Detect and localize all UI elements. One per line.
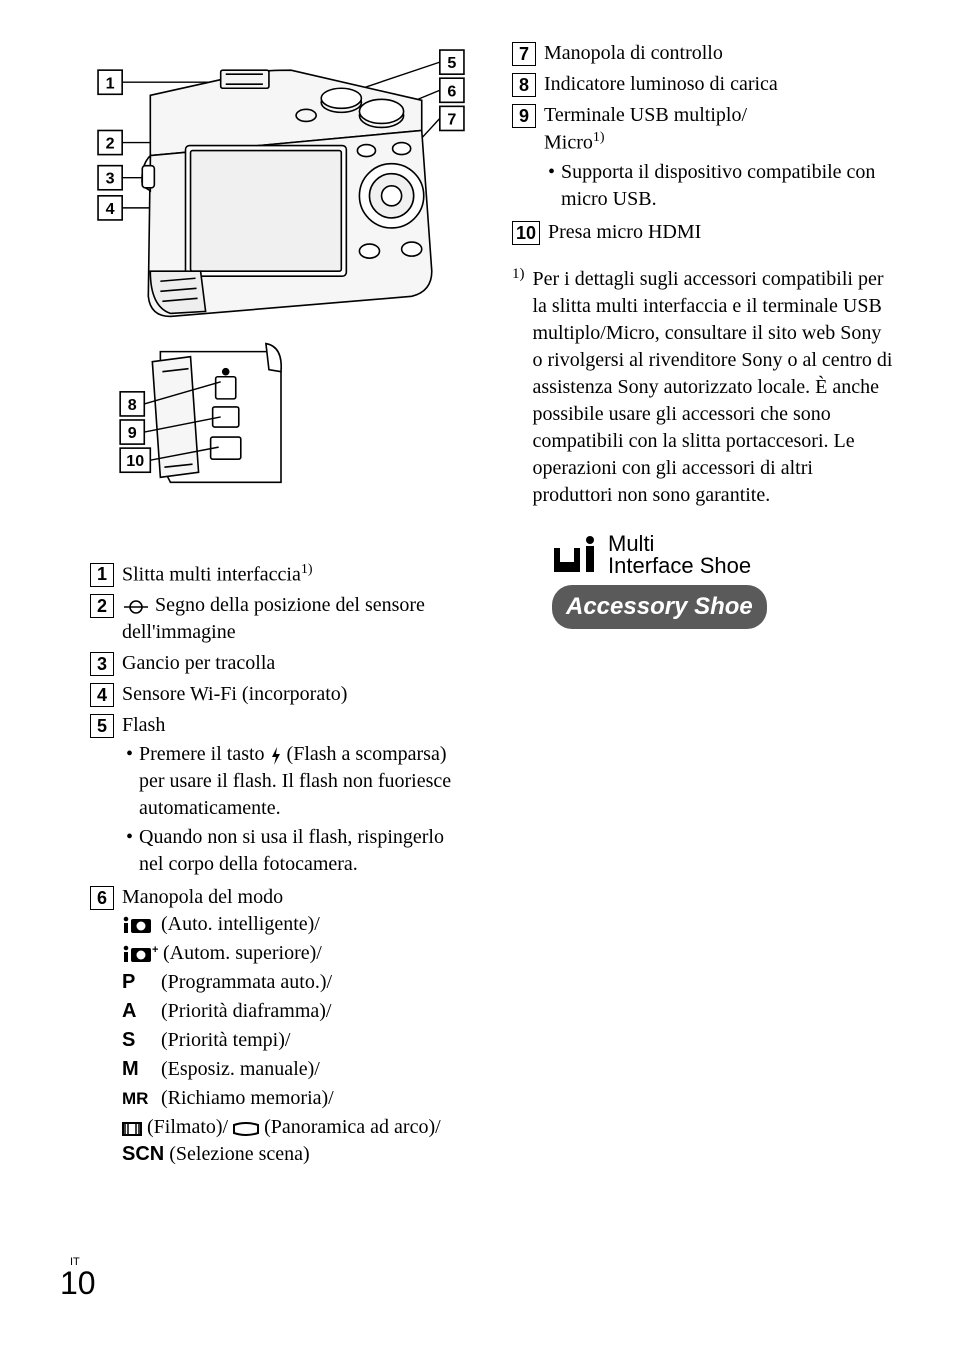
content-columns: 1 2 3 4 5 6 7 [90,40,894,1174]
logos: Multi Interface Shoe Accessory Shoe [552,533,894,629]
svg-text:3: 3 [106,170,115,188]
iauto-icon [122,916,152,934]
num-box-10: 10 [512,221,540,245]
item-3-text: Gancio per tracolla [122,650,472,677]
mi-logo-icon [552,535,600,575]
mode-mr: MR (Richiamo memoria)/ [122,1085,472,1112]
svg-text:10: 10 [126,452,144,470]
item-10: 10 Presa micro HDMI [512,219,894,246]
footnote-text: Per i dettagli sugli accessori compatibi… [533,266,895,509]
mi-line2: Interface Shoe [608,555,751,577]
footnote-mark: 1) [512,264,525,509]
camera-diagram: 1 2 3 4 5 6 7 [90,40,472,531]
item-3: 3 Gancio per tracolla [90,650,472,677]
item-5-subs: • Premere il tasto (Flash a scomparsa) p… [122,741,472,878]
footnote-1: 1) Per i dettagli sugli accessori compat… [512,266,894,509]
mode-tail: (Filmato)/ (Panoramica ad arco)/ SCN (Se… [122,1114,472,1168]
mode-iauto-plus: + (Autom. superiore)/ [122,940,472,967]
iauto-plus-icon: + [122,945,158,963]
item-9-text: Terminale USB multiplo/Micro1) [544,102,894,157]
svg-text:4: 4 [106,200,115,218]
num-box-4: 4 [90,683,114,707]
item-4-text: Sensore Wi-Fi (incorporato) [122,681,472,708]
svg-text:8: 8 [128,396,137,414]
right-column: 7 Manopola di controllo 8 Indicatore lum… [512,40,894,1174]
svg-text:+: + [152,945,158,956]
sub-5-2: • Quando non si usa il flash, rispingerl… [122,824,472,878]
num-box-8: 8 [512,73,536,97]
item-8-text: Indicatore luminoso di carica [544,71,894,98]
panorama-icon [233,1122,259,1136]
left-list: 1 Slitta multi interfaccia1) 2 Segno del… [90,561,472,1171]
flash-icon [270,747,282,765]
item-1: 1 Slitta multi interfaccia1) [90,561,472,589]
svg-text:9: 9 [128,424,137,442]
bullet-icon: • [126,824,133,878]
num-box-3: 3 [90,652,114,676]
mode-list: (Auto. intelligente)/ + (Autom. superior… [122,911,472,1168]
film-icon [122,1121,142,1137]
svg-text:7: 7 [447,110,456,128]
item-2: 2 Segno della posizione del sensore dell… [90,592,472,646]
item-5-text: Flash [122,712,472,739]
item-7-text: Manopola di controllo [544,40,894,67]
mode-p: P (Programmata auto.)/ [122,969,472,996]
num-box-2: 2 [90,594,114,618]
item-10-text: Presa micro HDMI [548,219,894,246]
item-9-subs: • Supporta il dispositivo compatibile co… [544,159,894,213]
camera-illustration: 1 2 3 4 5 6 7 [90,40,472,523]
item-9: 9 Terminale USB multiplo/Micro1) • Suppo… [512,102,894,215]
num-box-9: 9 [512,104,536,128]
mode-m: M (Esposiz. manuale)/ [122,1056,472,1083]
page-footer: IT 10 [60,1255,96,1305]
item-5: 5 Flash • Premere il tasto (Flash a scom… [90,712,472,880]
item-8: 8 Indicatore luminoso di carica [512,71,894,98]
item-6: 6 Manopola del modo (Auto. intelligente)… [90,884,472,1170]
svg-text:5: 5 [447,54,456,72]
sub-5-1: • Premere il tasto (Flash a scomparsa) p… [122,741,472,822]
num-box-1: 1 [90,563,114,587]
sensor-position-mark-icon [122,599,150,615]
left-column: 1 2 3 4 5 6 7 [90,40,472,1174]
num-box-6: 6 [90,886,114,910]
num-box-5: 5 [90,714,114,738]
accessory-shoe-badge: Accessory Shoe [552,585,767,629]
svg-text:2: 2 [106,135,115,153]
item-6-text: Manopola del modo [122,884,472,911]
mi-line1: Multi [608,533,751,555]
mode-iauto: (Auto. intelligente)/ [122,911,472,938]
num-box-7: 7 [512,42,536,66]
svg-text:6: 6 [447,82,456,100]
item-1-text: Slitta multi interfaccia1) [122,561,472,589]
mode-a: A (Priorità diaframma)/ [122,998,472,1025]
svg-text:1: 1 [106,74,115,92]
bullet-icon: • [126,741,133,822]
item-2-text: Segno della posizione del sensore dell'i… [122,592,472,646]
bullet-icon: • [548,159,555,213]
page-number: 10 [60,1265,96,1301]
mode-s: S (Priorità tempi)/ [122,1027,472,1054]
item-4: 4 Sensore Wi-Fi (incorporato) [90,681,472,708]
item-7: 7 Manopola di controllo [512,40,894,67]
multi-interface-shoe-logo: Multi Interface Shoe [552,533,894,577]
